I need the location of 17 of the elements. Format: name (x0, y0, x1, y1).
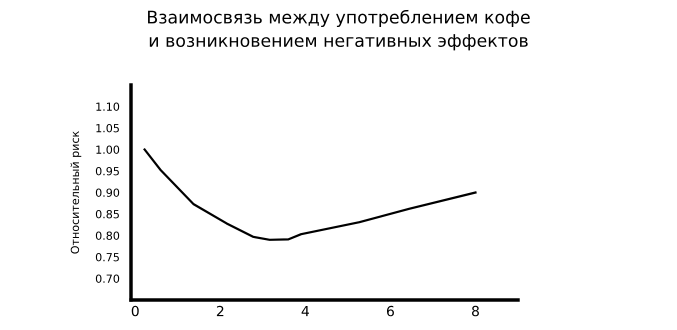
y-tick-label: 0.90 (96, 188, 120, 197)
y-tick-label: 1.00 (96, 145, 120, 154)
y-tick-label: 0.80 (96, 231, 120, 240)
x-tick-label: 4 (302, 306, 309, 316)
y-tick-label: 0.95 (96, 166, 119, 176)
x-tick-label: 6 (386, 306, 394, 316)
x-tick-label: 2 (216, 306, 224, 316)
y-tick-label: 0.85 (96, 210, 119, 218)
y-tick-label: 1.10 (96, 102, 120, 111)
y-tick-label: 1.05 (96, 124, 119, 132)
x-tick-label: 0 (132, 306, 139, 316)
y-tick-label: 0.70 (96, 274, 120, 283)
line-series (144, 148, 477, 241)
y-tick-label: 0.75 (96, 252, 119, 262)
chart-title: Взаимосвязь между употреблением кофе и возникновением негативных эффектов (148, 10, 530, 50)
y-axis-title: Относительный риск (70, 131, 82, 254)
x-tick-label: 8 (472, 306, 479, 316)
